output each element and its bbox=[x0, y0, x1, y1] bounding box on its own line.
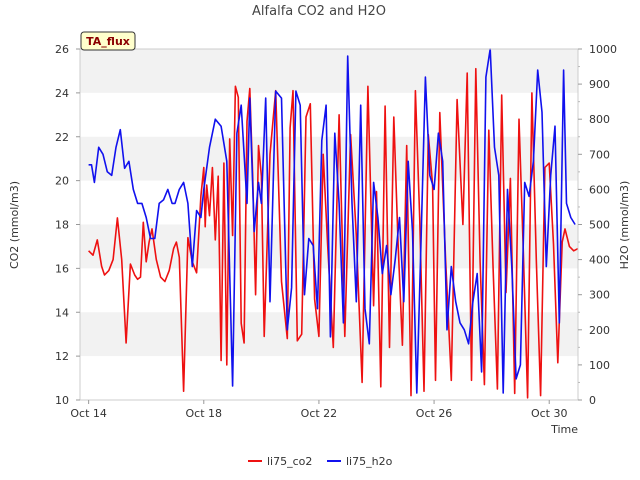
legend: li75_co2 li75_h2o bbox=[248, 455, 393, 468]
y2-tick-label: 100 bbox=[589, 359, 610, 372]
y-tick-label: 18 bbox=[55, 219, 69, 232]
x-tick-label: Oct 22 bbox=[301, 407, 338, 420]
grid-band bbox=[80, 49, 578, 93]
badge-label: TA_flux bbox=[86, 35, 130, 48]
series-layer bbox=[88, 48, 579, 399]
y2-tick-label: 900 bbox=[589, 78, 610, 91]
series-line-li75_h2o bbox=[88, 48, 576, 394]
y-tick-label: 14 bbox=[55, 306, 69, 319]
y2-tick-label: 1000 bbox=[589, 43, 617, 56]
y2-tick-label: 600 bbox=[589, 183, 610, 196]
series-line-li75_co2 bbox=[88, 67, 579, 399]
ta-flux-badge: TA_flux bbox=[80, 31, 136, 51]
y-tick-label: 24 bbox=[55, 87, 69, 100]
x-tick-label: Oct 14 bbox=[70, 407, 107, 420]
y2-tick-label: 800 bbox=[589, 113, 610, 126]
y-tick-label: 20 bbox=[55, 175, 69, 188]
x-tick-label: Oct 26 bbox=[416, 407, 453, 420]
left-y-axis: 10 12 14 16 18 20 22 24 26 bbox=[55, 43, 80, 407]
y2-axis-title: H2O (mmol/m3) bbox=[618, 181, 631, 270]
grid-band bbox=[80, 312, 578, 357]
y-tick-label: 10 bbox=[55, 394, 69, 407]
x-tick-label: Oct 18 bbox=[186, 407, 223, 420]
y-tick-label: 12 bbox=[55, 350, 69, 363]
right-y-axis: 0 100 200 300 400 500 600 700 800 900 1000 bbox=[578, 43, 617, 407]
y-tick-label: 26 bbox=[55, 43, 69, 56]
y2-tick-label: 500 bbox=[589, 219, 610, 232]
y2-tick-label: 700 bbox=[589, 148, 610, 161]
y-tick-label: 22 bbox=[55, 131, 69, 144]
chart-title: Alfalfa CO2 and H2O bbox=[252, 4, 386, 19]
badge-box bbox=[80, 31, 136, 51]
x-axis: Oct 14 Oct 18 Oct 22 Oct 26 Oct 30 bbox=[70, 400, 567, 420]
y2-tick-label: 300 bbox=[589, 289, 610, 302]
y2-tick-label: 400 bbox=[589, 254, 610, 267]
y2-tick-label: 0 bbox=[589, 394, 596, 407]
y-axis-title: CO2 (mmol/m3) bbox=[8, 181, 21, 269]
legend-co2-label: li75_co2 bbox=[267, 455, 312, 468]
x-tick-label: Oct 30 bbox=[531, 407, 568, 420]
y2-tick-label: 200 bbox=[589, 324, 610, 337]
y-tick-label: 16 bbox=[55, 262, 69, 275]
x-axis-title: Time bbox=[550, 423, 578, 436]
legend-h2o-label: li75_h2o bbox=[346, 455, 393, 468]
